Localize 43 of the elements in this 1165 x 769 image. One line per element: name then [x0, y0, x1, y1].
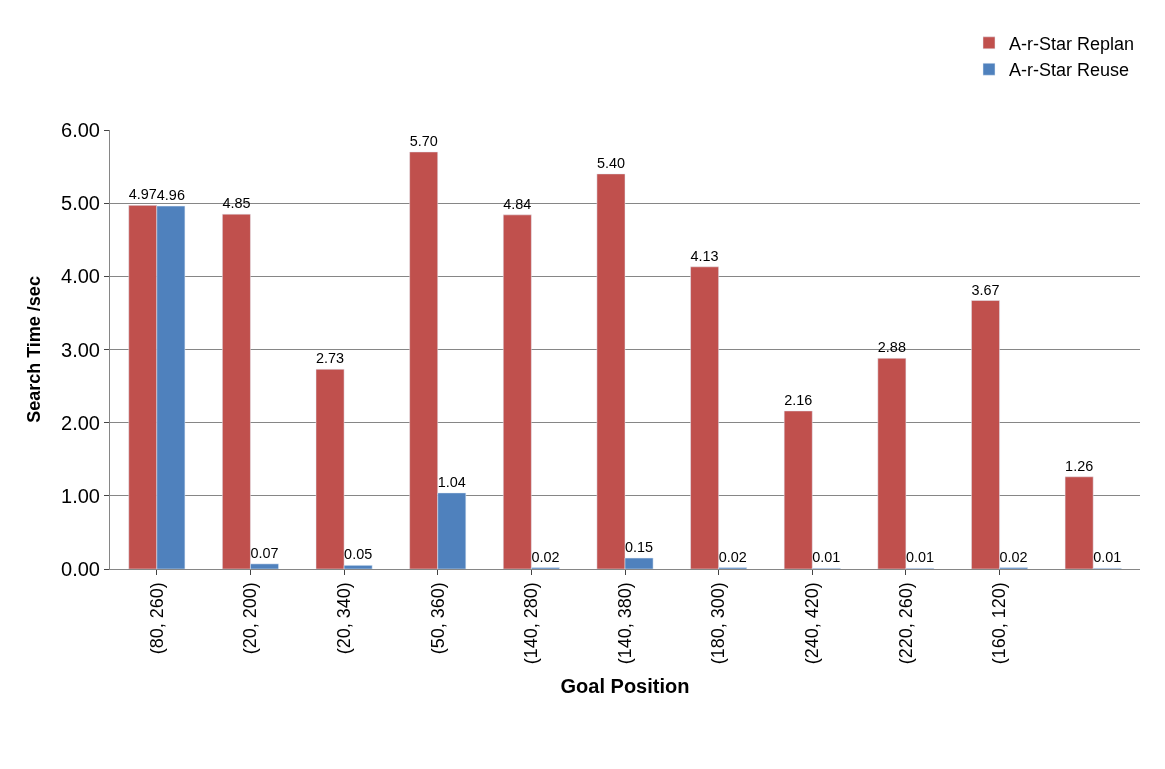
data-label: 1.04 [437, 474, 466, 491]
x-tick-label: (80, 260) [146, 582, 167, 655]
data-label: 4.85 [222, 195, 251, 212]
data-label: 0.07 [250, 544, 279, 561]
data-label: 0.01 [1093, 549, 1122, 566]
data-label: 4.13 [690, 247, 719, 264]
data-label: 4.84 [503, 195, 532, 212]
data-label: 0.02 [718, 548, 747, 565]
legend-label: A-r-Star Reuse [1009, 60, 1130, 81]
x-tick-label: (240, 420) [802, 582, 823, 665]
data-label: 0.15 [625, 539, 654, 556]
data-label: 0.01 [812, 549, 841, 566]
data-label: 0.02 [999, 548, 1028, 565]
y-axis-title: Search Time /sec [24, 276, 45, 423]
x-tick-label: (140, 280) [521, 582, 542, 665]
data-label: 2.73 [316, 350, 345, 367]
y-tick-label: 5.00 [61, 192, 100, 215]
data-label: 2.16 [784, 392, 813, 409]
y-tick-label: 0.00 [61, 558, 100, 580]
y-tick-label: 3.00 [61, 338, 100, 361]
y-tick-label: 2.00 [61, 411, 100, 434]
y-tick-label: 6.00 [61, 119, 100, 141]
x-tick-label: (20, 340) [333, 582, 354, 655]
data-label: 2.88 [877, 339, 906, 356]
x-tick-label: (20, 200) [240, 582, 261, 655]
x-tick-label: (140, 380) [614, 582, 635, 665]
data-label: 5.40 [596, 155, 625, 172]
y-tick-label: 4.00 [61, 265, 100, 288]
data-label: 5.70 [409, 133, 438, 150]
x-axis-title: Goal Position [560, 674, 690, 697]
x-tick-label: (50, 360) [427, 582, 448, 655]
data-label: 3.67 [971, 281, 1000, 298]
x-tick-label: (160, 120) [989, 582, 1010, 665]
y-tick-label: 1.00 [61, 484, 100, 507]
data-label: 4.96 [156, 187, 185, 204]
x-tick-label: (220, 260) [895, 582, 916, 665]
x-tick-label: (180, 300) [708, 582, 729, 665]
data-label: 0.01 [905, 549, 934, 566]
legend-label: A-r-Star Replan [1009, 33, 1135, 54]
data-label: 4.97 [128, 186, 157, 203]
data-label: 1.26 [1065, 457, 1094, 474]
data-label: 0.05 [344, 546, 373, 563]
data-label: 0.02 [531, 548, 560, 565]
